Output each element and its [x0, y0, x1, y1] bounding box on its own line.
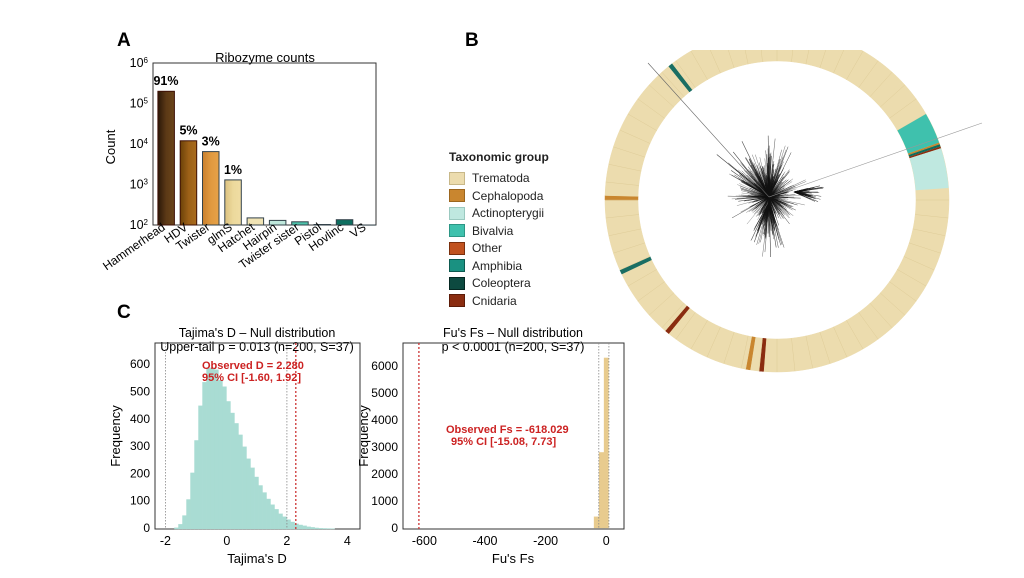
svg-text:2: 2 — [283, 534, 290, 548]
svg-text:Tajima's D: Tajima's D — [227, 551, 287, 566]
svg-text:Observed D = 2.280: Observed D = 2.280 — [202, 360, 304, 372]
svg-text:Frequency: Frequency — [356, 405, 371, 467]
svg-text:-2: -2 — [160, 534, 171, 548]
svg-text:106: 106 — [130, 56, 149, 70]
svg-text:Frequency: Frequency — [108, 405, 123, 467]
svg-text:5000: 5000 — [371, 386, 398, 400]
svg-text:95% CI [-15.08, 7.73]: 95% CI [-15.08, 7.73] — [451, 436, 557, 448]
svg-text:-200: -200 — [533, 534, 558, 548]
svg-text:103: 103 — [130, 178, 149, 192]
svg-text:95% CI [-1.60, 1.92]: 95% CI [-1.60, 1.92] — [202, 372, 301, 384]
svg-text:3000: 3000 — [371, 440, 398, 454]
svg-text:4000: 4000 — [371, 413, 398, 427]
svg-text:500: 500 — [130, 385, 150, 399]
svg-text:p < 0.0001 (n=200, S=37): p < 0.0001 (n=200, S=37) — [442, 340, 585, 354]
svg-text:105: 105 — [130, 97, 149, 111]
svg-text:6000: 6000 — [371, 359, 398, 373]
svg-text:300: 300 — [130, 439, 150, 453]
svg-text:2000: 2000 — [371, 467, 398, 481]
svg-text:3%: 3% — [202, 135, 220, 149]
svg-text:0: 0 — [391, 521, 398, 535]
svg-text:-400: -400 — [472, 534, 497, 548]
svg-text:Fu's Fs – Null distribution: Fu's Fs – Null distribution — [443, 326, 583, 340]
svg-text:91%: 91% — [153, 74, 178, 88]
svg-text:-600: -600 — [412, 534, 437, 548]
svg-text:Observed Fs = -618.029: Observed Fs = -618.029 — [446, 424, 569, 436]
svg-text:600: 600 — [130, 357, 150, 371]
svg-text:200: 200 — [130, 466, 150, 480]
svg-text:5%: 5% — [179, 124, 197, 138]
svg-text:Tajima's D – Null distribution: Tajima's D – Null distribution — [179, 326, 336, 340]
svg-text:100: 100 — [130, 494, 150, 508]
svg-text:Fu's Fs: Fu's Fs — [492, 551, 535, 566]
svg-text:4: 4 — [344, 534, 351, 548]
svg-text:1%: 1% — [224, 163, 242, 177]
svg-text:0: 0 — [223, 534, 230, 548]
svg-text:0: 0 — [603, 534, 610, 548]
svg-text:104: 104 — [130, 137, 149, 151]
svg-text:Upper-tail p = 0.013 (n=200, S: Upper-tail p = 0.013 (n=200, S=37) — [160, 340, 354, 354]
svg-text:0: 0 — [143, 521, 150, 535]
svg-text:Count: Count — [103, 129, 118, 164]
svg-text:1000: 1000 — [371, 494, 398, 508]
svg-text:400: 400 — [130, 412, 150, 426]
